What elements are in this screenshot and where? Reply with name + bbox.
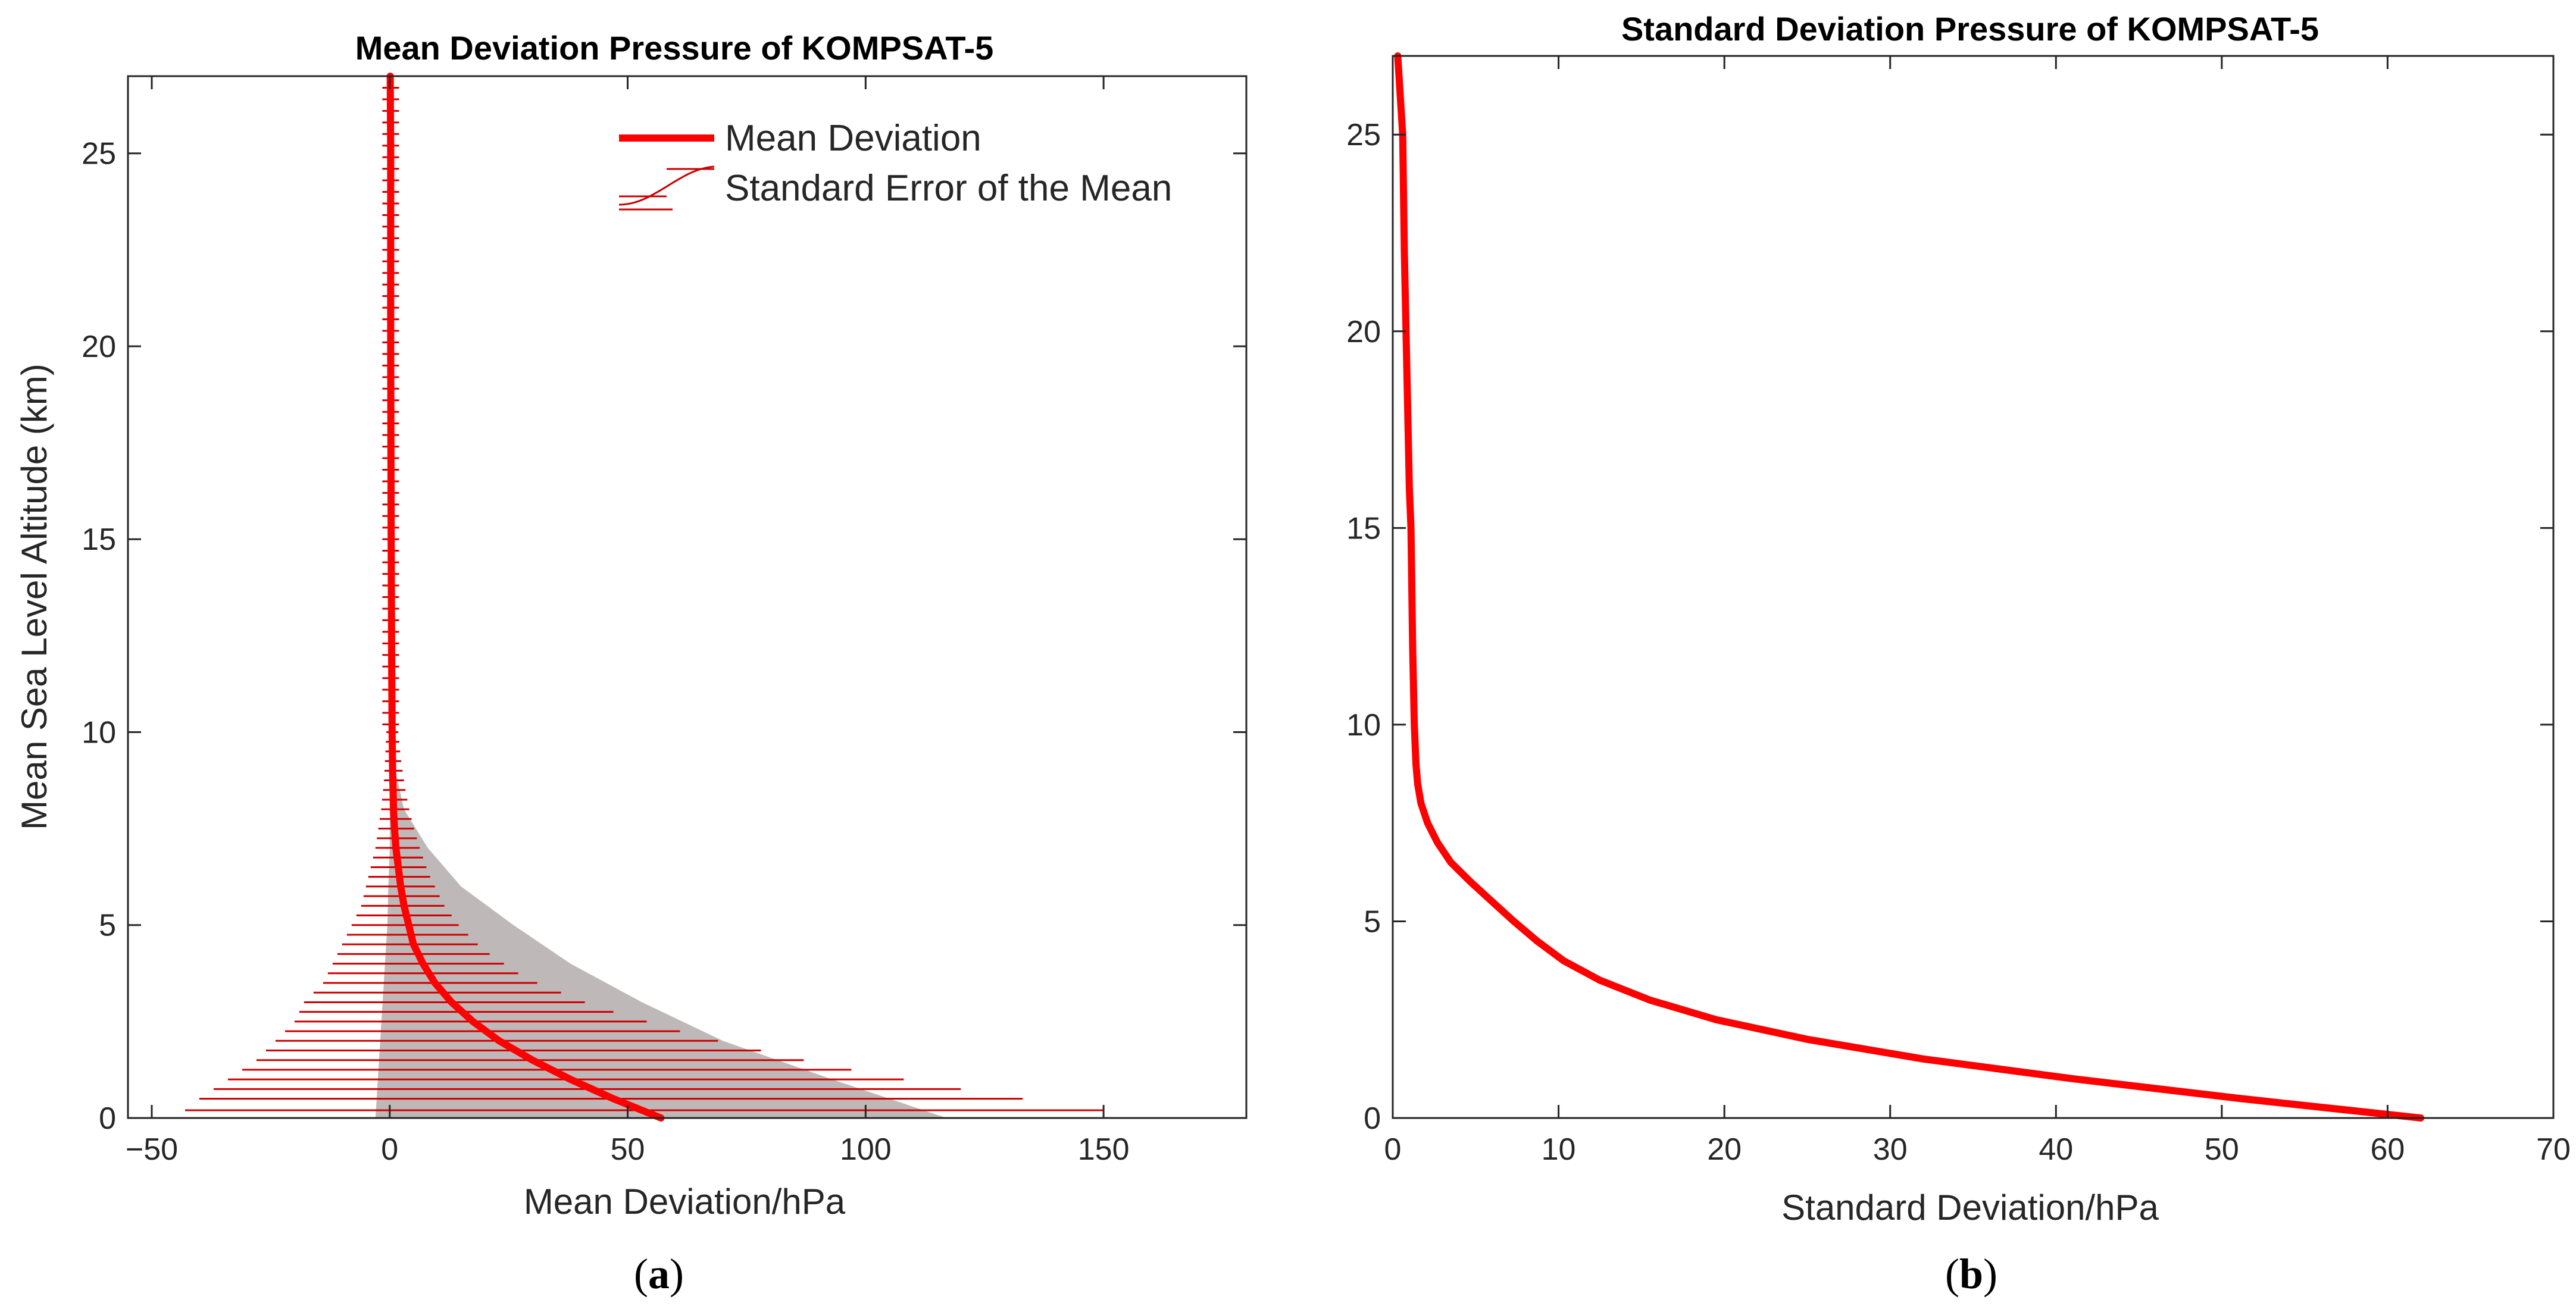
plot-area-b [1393, 56, 2553, 1118]
y-tick-label-a: 10 [82, 715, 116, 750]
chart-title-b: Standard Deviation Pressure of KOMPSAT-5 [1621, 10, 2319, 48]
y-tick-label-b: 5 [1364, 904, 1381, 939]
x-tick-label-b: 50 [2205, 1132, 2239, 1167]
y-axis-a: 0 5 10 15 20 25 [82, 137, 1246, 1136]
panel-label-open-a: ( [634, 1250, 648, 1298]
y-tick-label-a: 20 [82, 330, 116, 364]
y-tick-label-b: 25 [1346, 118, 1381, 152]
y-axis-b: 0 5 10 15 20 25 [1346, 118, 2553, 1136]
y-tick-label-a: 5 [99, 909, 116, 943]
y-tick-label-a: 0 [99, 1101, 116, 1136]
panel-label-close-a: ) [670, 1250, 684, 1298]
uncertainty-band [375, 76, 947, 1118]
panel-a: Mean Deviation Pressure of KOMPSAT-5 −50… [14, 29, 1248, 1298]
x-axis-label-a: Mean Deviation/hPa [524, 1182, 846, 1222]
y-tick-label-b: 20 [1346, 315, 1381, 349]
panel-label-open-b: ( [1945, 1250, 1959, 1298]
panel-label-a: (a) [634, 1250, 684, 1298]
plot-area-a [128, 76, 1246, 1118]
x-tick-label-b: 40 [2039, 1132, 2073, 1167]
legend: Mean Deviation Standard Error of the Mea… [618, 118, 1172, 211]
panel-label-close-b: ) [1983, 1250, 1997, 1298]
plot-frame-a [127, 75, 1248, 1119]
y-axis-label-a: Mean Sea Level Altitude (km) [14, 364, 54, 830]
x-tick-label-a: 0 [381, 1132, 398, 1167]
x-tick-label-b: 60 [2371, 1132, 2405, 1167]
x-axis-a: −50 0 50 100 150 [126, 76, 1130, 1167]
x-tick-label-b: 10 [1542, 1132, 1576, 1167]
x-tick-label-b: 30 [1873, 1132, 1908, 1167]
y-tick-label-b: 10 [1346, 708, 1381, 743]
x-tick-label-a: 100 [840, 1132, 892, 1167]
x-tick-label-b: 70 [2536, 1132, 2571, 1167]
x-tick-label-a: 50 [611, 1132, 645, 1167]
y-tick-label-b: 0 [1364, 1101, 1381, 1136]
x-axis-b: 0 10 20 30 40 50 60 70 [1384, 56, 2571, 1167]
chart-title-a: Mean Deviation Pressure of KOMPSAT-5 [355, 29, 994, 67]
mean-deviation-line [386, 73, 665, 1122]
x-tick-label-a: 150 [1078, 1132, 1130, 1167]
panel-b: Standard Deviation Pressure of KOMPSAT-5… [1346, 10, 2571, 1298]
panel-label-letter-a: a [648, 1250, 670, 1298]
x-tick-label-a: −50 [126, 1132, 178, 1167]
legend-label-error: Standard Error of the Mean [725, 168, 1172, 209]
x-tick-label-b: 20 [1707, 1132, 1742, 1167]
x-axis-label-b: Standard Deviation/hPa [1781, 1188, 2159, 1227]
y-tick-label-a: 25 [82, 137, 116, 171]
panel-label-letter-b: b [1959, 1250, 1983, 1298]
x-tick-label-b: 0 [1384, 1132, 1402, 1167]
standard-deviation-line [1394, 52, 2425, 1122]
plot-frame-b [1392, 55, 2555, 1119]
legend-label-mean: Mean Deviation [725, 118, 981, 159]
y-tick-label-a: 15 [82, 522, 116, 557]
y-tick-label-b: 15 [1346, 511, 1381, 546]
panel-label-b: (b) [1945, 1250, 1997, 1298]
legend-swatch-error [618, 165, 715, 211]
